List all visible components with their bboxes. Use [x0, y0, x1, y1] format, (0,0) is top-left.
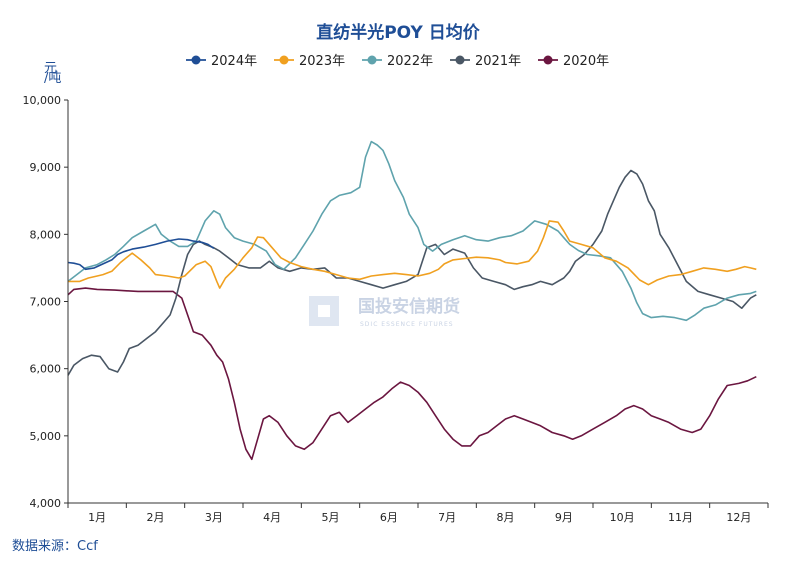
x-tick-label: 6月	[380, 511, 398, 524]
x-tick-label: 12月	[726, 511, 751, 524]
series-line-2023年	[68, 220, 757, 289]
x-tick-label: 10月	[610, 511, 635, 524]
legend-swatch-marker	[543, 55, 553, 65]
legend-swatch-marker	[367, 55, 377, 65]
series-line-2024年	[67, 238, 215, 271]
legend-swatch-marker	[191, 55, 201, 65]
y-tick-label: 4,000	[30, 497, 62, 510]
legend-label: 2023年	[299, 54, 345, 69]
legend-swatch-marker	[279, 55, 289, 65]
data-source: 数据来源：Ccf	[12, 539, 98, 554]
legend-swatch-marker	[455, 55, 465, 65]
x-tick-label: 2月	[147, 511, 165, 524]
x-tick-label: 9月	[555, 511, 573, 524]
y-tick-label: 8,000	[30, 228, 62, 241]
x-tick-label: 1月	[88, 511, 106, 524]
x-axis: 1月 2月 3月 4月 5月 6月 7月 8月 9月 10月 11月 12月	[67, 503, 769, 524]
x-tick-label: 4月	[263, 511, 281, 524]
y-tick-label: 10,000	[23, 94, 62, 107]
y-tick-label: 9,000	[30, 161, 62, 174]
watermark-text: 国投安信期货	[358, 296, 460, 317]
series-lines	[67, 140, 757, 461]
watermark: 国投安信期货 SDIC ESSENCE FUTURES	[309, 296, 460, 328]
x-tick-label: 11月	[668, 511, 693, 524]
watermark-subtext: SDIC ESSENCE FUTURES	[360, 321, 454, 328]
legend-label: 2024年	[211, 54, 257, 69]
legend-label: 2022年	[387, 54, 433, 69]
chart-title: 直纺半光POY 日均价	[316, 22, 481, 43]
legend-label: 2021年	[475, 54, 521, 69]
watermark-logo-inner	[318, 305, 330, 317]
x-tick-label: 3月	[205, 511, 223, 524]
legend-label: 2020年	[563, 54, 609, 69]
series-line-2021年	[67, 169, 757, 376]
y-tick-label: 6,000	[30, 363, 62, 376]
y-axis-unit-line2: /吨	[44, 71, 61, 86]
y-axis: 4,000 5,000 6,000 7,000 8,000 9,000 10,000	[23, 94, 68, 510]
y-tick-label: 5,000	[30, 430, 62, 443]
series-line-2020年	[67, 287, 757, 461]
y-axis-unit-line1: 元	[44, 61, 57, 76]
y-tick-label: 7,000	[30, 296, 62, 309]
x-tick-label: 8月	[497, 511, 515, 524]
legend: 2024年 2023年 2022年 2021年 2020年	[186, 54, 609, 69]
x-tick-label: 7月	[438, 511, 456, 524]
x-tick-label: 5月	[322, 511, 340, 524]
series-line-2022年	[67, 140, 757, 322]
